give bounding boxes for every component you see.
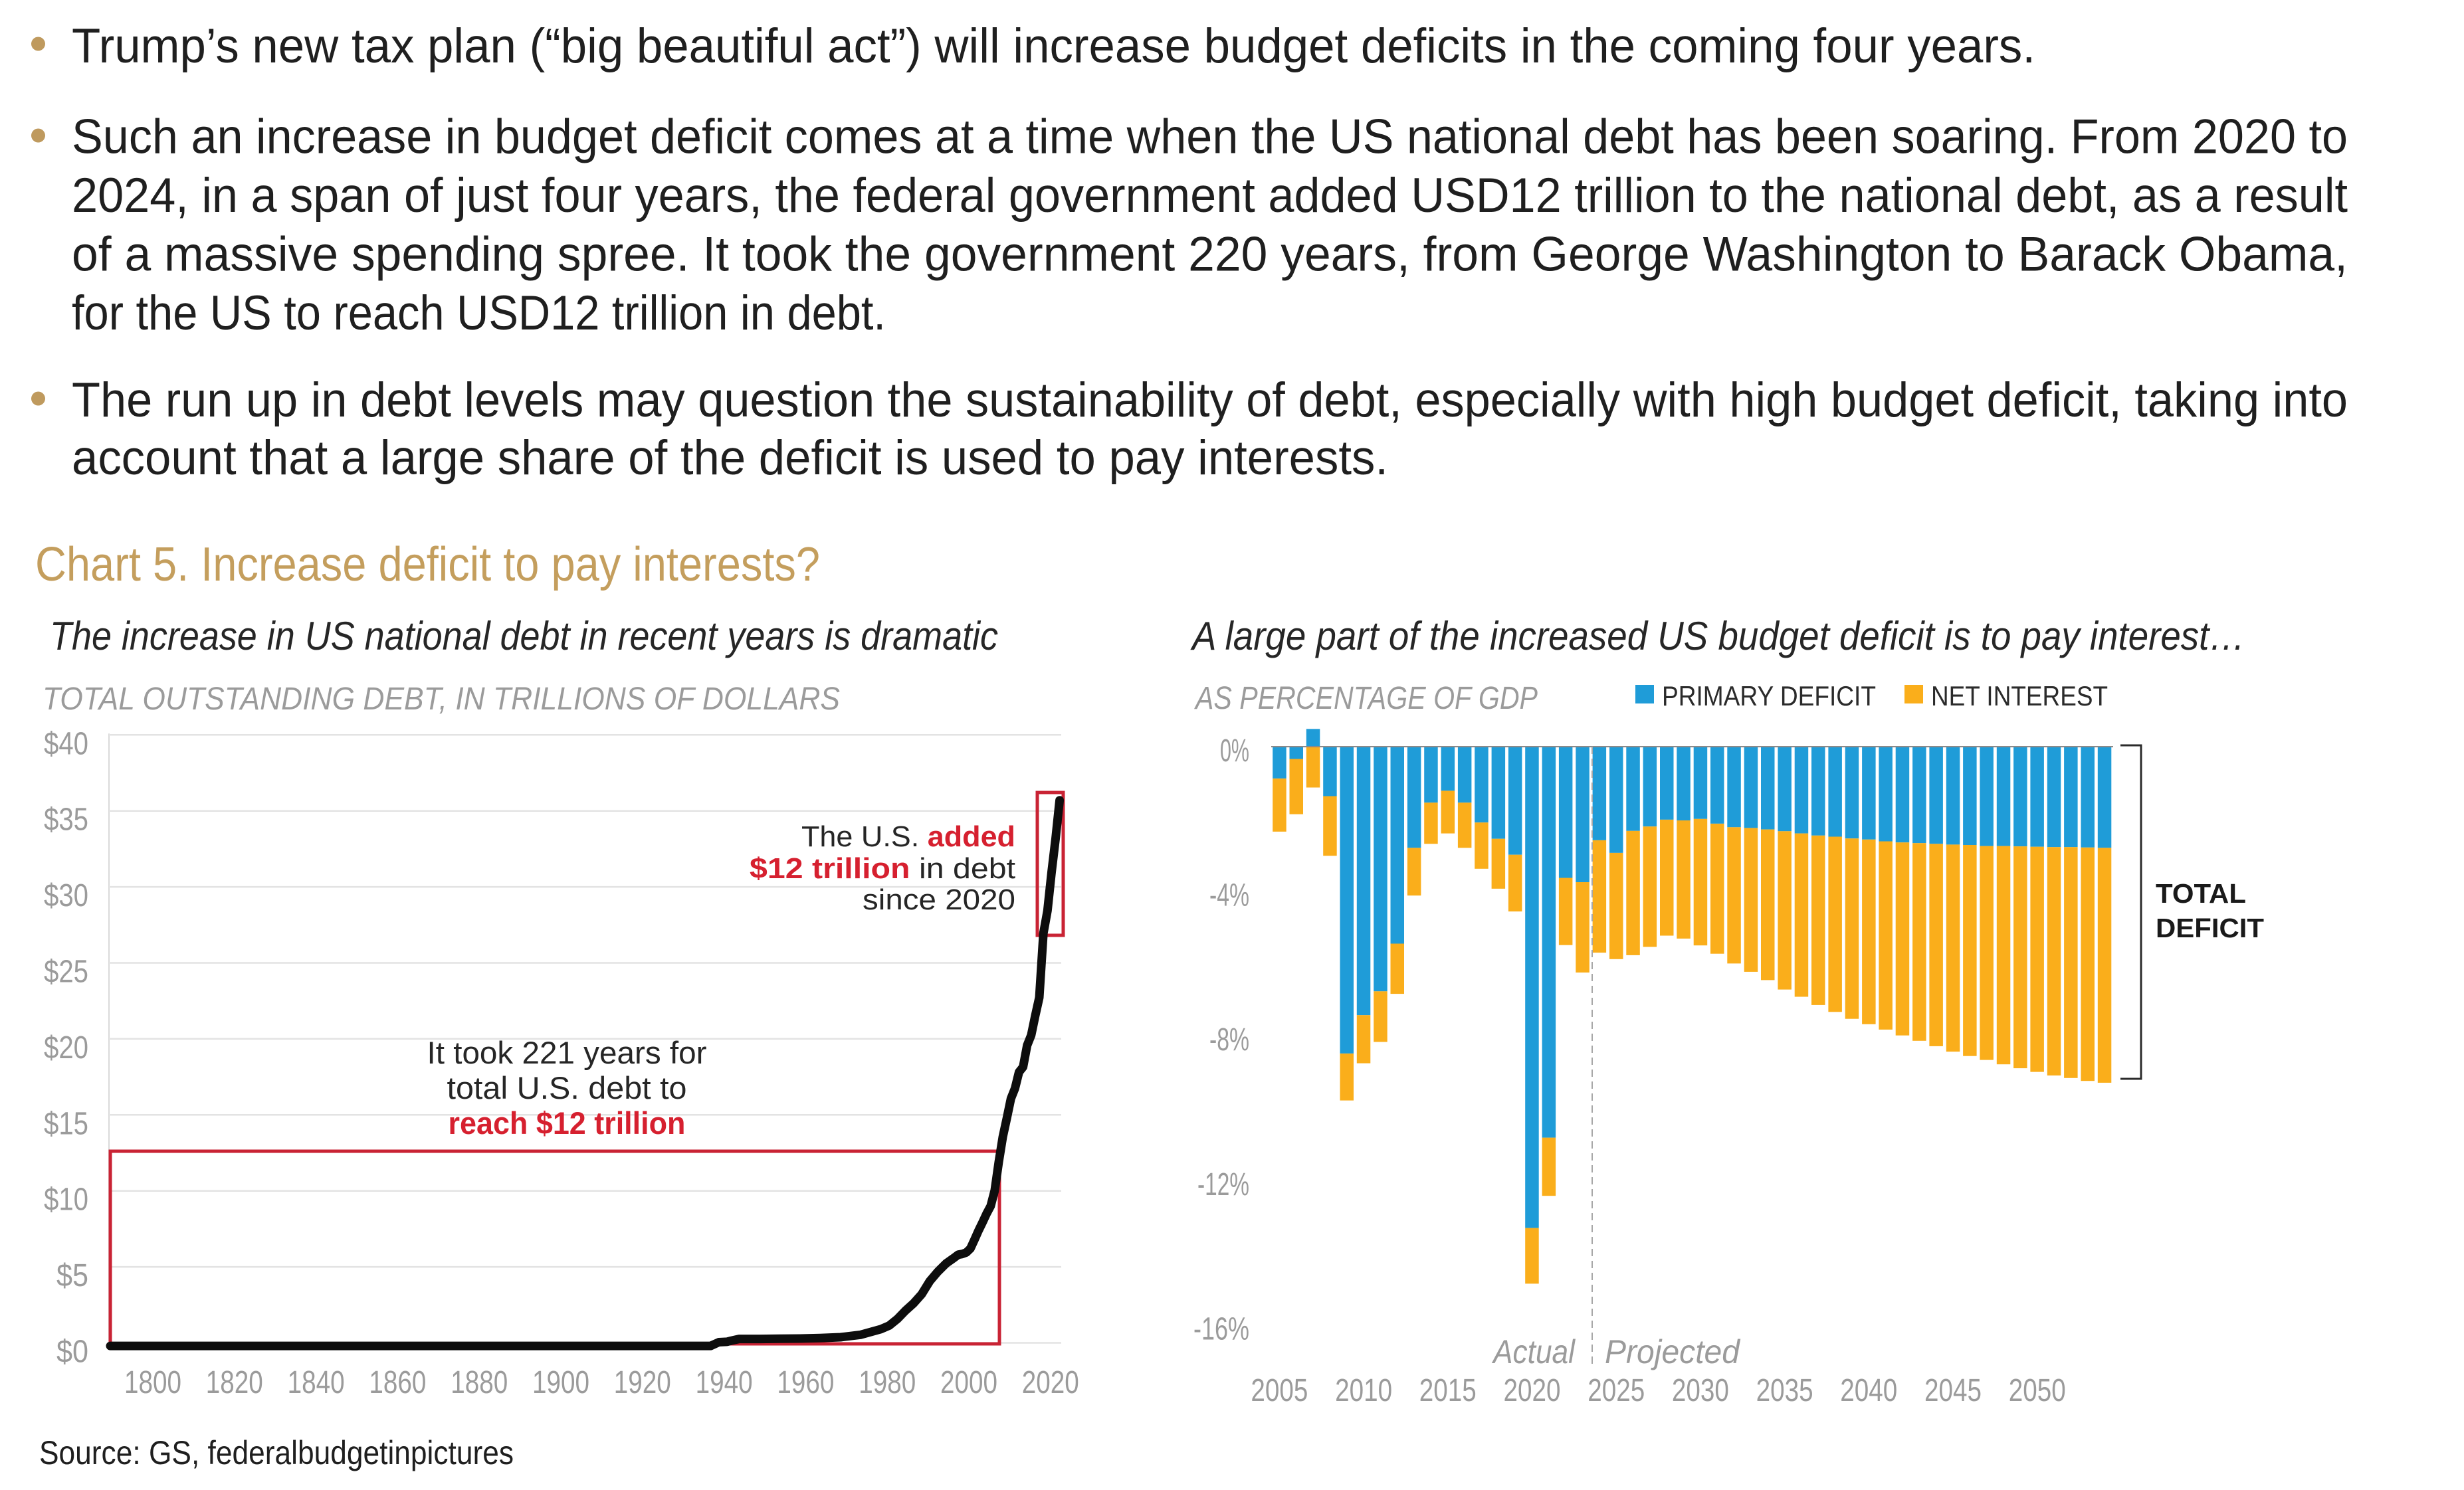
svg-text:1980: 1980 (859, 1365, 916, 1400)
svg-text:reach $12 trillion: reach $12 trillion (449, 1105, 686, 1141)
svg-text:$40: $40 (44, 726, 88, 761)
svg-text:1860: 1860 (369, 1365, 426, 1400)
svg-text:2000: 2000 (940, 1365, 997, 1400)
svg-text:Source: GS, federalbudgetinpic: Source: GS, federalbudgetinpictures (39, 1434, 514, 1471)
svg-text:2040: 2040 (1840, 1373, 1897, 1408)
svg-text:It took 221 years for: It took 221 years for (427, 1035, 707, 1070)
svg-text:1920: 1920 (614, 1365, 671, 1400)
svg-text:TOTAL OUTSTANDING DEBT, IN TRI: TOTAL OUTSTANDING DEBT, IN TRILLIONS OF … (43, 682, 840, 717)
svg-text:2010: 2010 (1335, 1373, 1392, 1408)
svg-text:2050: 2050 (2009, 1373, 2066, 1408)
svg-text:$5: $5 (56, 1258, 88, 1293)
svg-text:Such an increase in budget def: Such an increase in budget deficit comes… (72, 110, 2348, 164)
svg-text:The increase in US national de: The increase in US national debt in rece… (50, 614, 998, 658)
svg-text:2020: 2020 (1504, 1373, 1561, 1408)
svg-text:1940: 1940 (696, 1365, 753, 1400)
svg-text:0%: 0% (1220, 733, 1249, 769)
svg-text:$20: $20 (44, 1030, 88, 1066)
svg-text:DEFICIT: DEFICIT (2156, 913, 2264, 943)
svg-text:2045: 2045 (1924, 1373, 1982, 1408)
svg-text:-8%: -8% (1209, 1022, 1249, 1058)
svg-text:total U.S. debt to: total U.S. debt to (447, 1070, 687, 1105)
svg-text:$0: $0 (56, 1335, 88, 1370)
svg-text:2005: 2005 (1251, 1373, 1308, 1408)
svg-text:$30: $30 (44, 878, 88, 913)
svg-text:$10: $10 (44, 1182, 88, 1218)
svg-text:1880: 1880 (451, 1365, 508, 1400)
svg-text:$35: $35 (44, 802, 88, 838)
svg-text:AS PERCENTAGE OF GDP: AS PERCENTAGE OF GDP (1193, 681, 1538, 716)
svg-text:since 2020: since 2020 (863, 884, 1015, 916)
svg-text:The U.S. added: The U.S. added (801, 820, 1015, 853)
svg-text:NET INTEREST: NET INTEREST (1931, 680, 2108, 711)
svg-text:2020: 2020 (1022, 1365, 1079, 1400)
svg-text:Actual: Actual (1491, 1333, 1576, 1370)
svg-text:Projected: Projected (1605, 1333, 1741, 1370)
svg-text:for the US to reach USD12 tril: for the US to reach USD12 trillion in de… (72, 286, 886, 340)
svg-text:1840: 1840 (288, 1365, 345, 1400)
svg-text:account that a large share of: account that a large share of the defici… (72, 431, 1388, 485)
svg-text:1800: 1800 (124, 1365, 181, 1400)
svg-text:$25: $25 (44, 955, 88, 990)
svg-text:2035: 2035 (1756, 1373, 1813, 1408)
svg-text:TOTAL: TOTAL (2156, 878, 2246, 909)
svg-text:The run up in debt levels may: The run up in debt levels may question t… (72, 373, 2348, 427)
svg-text:Chart 5. Increase deficit to p: Chart 5. Increase deficit to pay interes… (35, 538, 820, 591)
svg-text:1960: 1960 (777, 1365, 834, 1400)
svg-text:-4%: -4% (1209, 878, 1249, 913)
svg-text:$12 trillion in debt: $12 trillion in debt (750, 852, 1015, 885)
svg-text:2025: 2025 (1588, 1373, 1645, 1408)
svg-text:-12%: -12% (1197, 1167, 1249, 1202)
svg-text:1900: 1900 (532, 1365, 589, 1400)
svg-text:2015: 2015 (1419, 1373, 1477, 1408)
svg-text:-16%: -16% (1193, 1311, 1249, 1347)
svg-text:2030: 2030 (1672, 1373, 1729, 1408)
svg-text:of a massive spending spree. I: of a massive spending spree. It took the… (72, 228, 2348, 282)
svg-text:2024, in a span of just four y: 2024, in a span of just four years, the … (72, 169, 2348, 223)
svg-text:Trump’s new tax plan (“big bea: Trump’s new tax plan (“big beautiful act… (72, 19, 2035, 73)
svg-text:PRIMARY DEFICIT: PRIMARY DEFICIT (1662, 680, 1876, 711)
svg-text:1820: 1820 (206, 1365, 263, 1400)
svg-text:A large part of the increased: A large part of the increased US budget … (1190, 614, 2245, 658)
svg-text:$15: $15 (44, 1106, 88, 1141)
